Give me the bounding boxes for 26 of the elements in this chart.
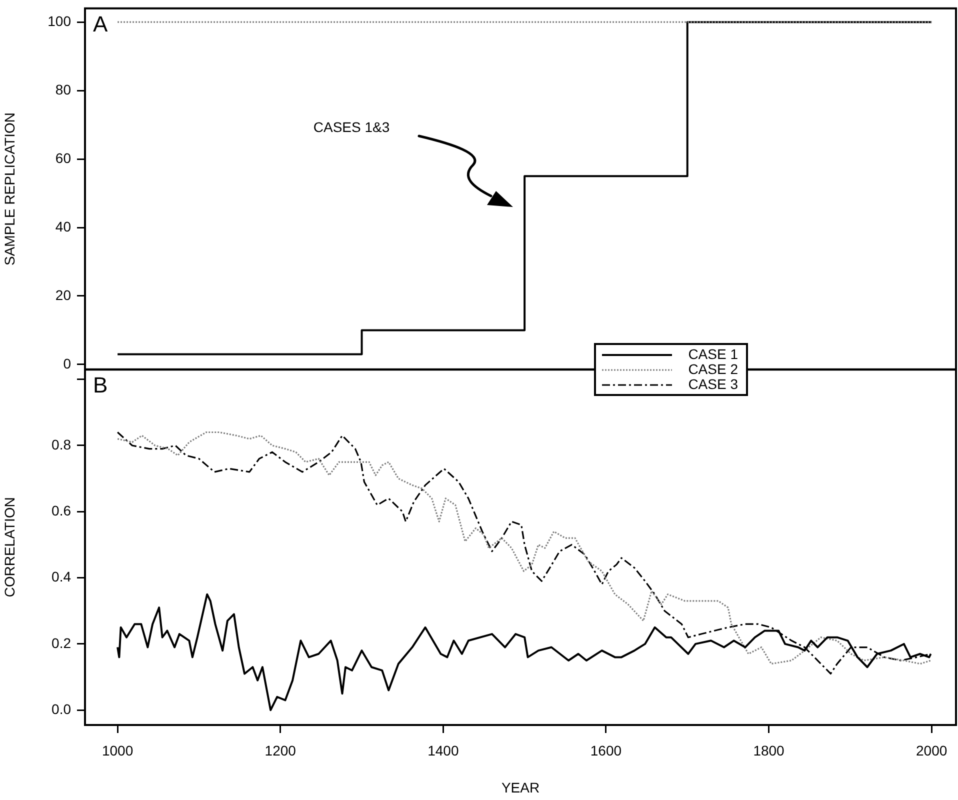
y-tick-label: 0.4 bbox=[52, 568, 72, 585]
y-axis-title: SAMPLE REPLICATION bbox=[1, 112, 18, 266]
y-tick-label: 20 bbox=[55, 286, 72, 303]
annotation: CASES 1&3 bbox=[313, 119, 390, 136]
y-tick-label: 0.6 bbox=[52, 502, 72, 518]
legend-label: CASE 1 bbox=[688, 346, 738, 362]
x-tick-label: 1600 bbox=[590, 742, 622, 758]
x-tick-label: 1200 bbox=[264, 742, 296, 758]
x-tick-label: 1000 bbox=[102, 742, 134, 758]
y-tick-label: 0 bbox=[63, 355, 72, 372]
y-tick-label: 0.8 bbox=[52, 436, 72, 452]
y-tick-label: 40 bbox=[55, 218, 72, 234]
legend-label: CASE 3 bbox=[688, 376, 738, 392]
x-tick-label: 2000 bbox=[916, 742, 948, 758]
y-tick-label: 80 bbox=[55, 81, 72, 98]
y-tick-label: 100 bbox=[48, 12, 72, 29]
y-tick-label: 0.2 bbox=[52, 634, 72, 651]
legend-label: CASE 2 bbox=[688, 361, 738, 377]
y-axis-title: CORRELATION bbox=[1, 497, 18, 598]
x-tick-label: 1400 bbox=[428, 742, 459, 758]
x-axis-title: YEAR bbox=[501, 779, 540, 796]
chart-title: A bbox=[93, 11, 108, 36]
chart-title: B bbox=[93, 372, 108, 398]
y-tick-label: 0.0 bbox=[52, 700, 72, 717]
y-tick-label: 60 bbox=[55, 150, 72, 166]
x-tick-label: 1800 bbox=[753, 742, 785, 758]
